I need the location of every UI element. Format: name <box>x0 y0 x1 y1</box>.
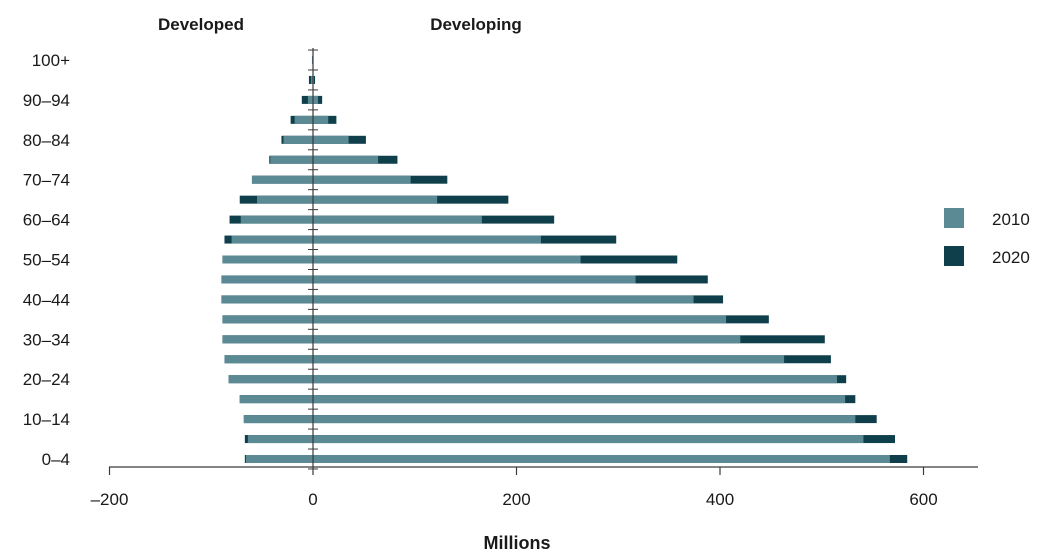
bar-developed-2010-9 <box>221 275 313 284</box>
bar-developing-2010-14 <box>313 175 411 184</box>
bar-developed-2010-11 <box>231 235 313 244</box>
bar-developing-2020-19 <box>313 75 316 84</box>
y-tick-label: 60–64 <box>23 211 70 230</box>
bar-developing-2010-4 <box>313 375 838 384</box>
y-tick-label: 70–74 <box>23 171 70 190</box>
bar-developing-2010-0 <box>313 455 890 463</box>
bar-developed-2010-17 <box>294 115 313 124</box>
bar-developed-2010-13 <box>257 195 313 204</box>
y-tick-label: 20–24 <box>23 370 70 389</box>
bar-developed-2010-10 <box>222 255 313 264</box>
developing-label: Developing <box>430 15 522 34</box>
axes-group <box>108 48 978 475</box>
bar-developed-2010-3 <box>239 395 313 404</box>
bar-developed-2010-2 <box>243 415 313 424</box>
bar-developing-2010-13 <box>313 195 438 204</box>
bar-developed-2010-7 <box>222 315 313 324</box>
bar-developed-2010-8 <box>221 295 313 304</box>
y-tick-label: 100+ <box>32 51 70 70</box>
bar-developed-2010-6 <box>222 335 313 344</box>
bar-developing-2010-2 <box>313 415 856 424</box>
bar-developing-2010-7 <box>313 315 727 324</box>
y-tick-label: 90–94 <box>23 91 70 110</box>
y-tick-label: 80–84 <box>23 131 70 150</box>
bar-developing-2010-5 <box>313 355 785 364</box>
bar-developed-2010-5 <box>224 355 313 364</box>
y-tick-label: 0–4 <box>42 450 70 469</box>
x-tick-label: 600 <box>909 490 937 509</box>
bar-developed-2010-4 <box>228 375 313 384</box>
y-tick-label: 30–34 <box>23 330 70 349</box>
bar-developing-2010-1 <box>313 435 864 444</box>
y-tick-label: 10–14 <box>23 410 70 429</box>
bar-developing-2010-9 <box>313 275 636 284</box>
bar-developed-2010-1 <box>247 435 313 444</box>
x-tick-label: –200 <box>91 490 129 509</box>
bar-developing-2010-18 <box>313 95 319 104</box>
bar-developed-2010-18 <box>307 95 313 104</box>
x-tick-label: 400 <box>706 490 734 509</box>
bar-developed-2010-14 <box>251 175 313 184</box>
bar-developed-2010-12 <box>240 215 313 224</box>
legend-label-2020: 2020 <box>992 248 1030 267</box>
bar-developing-2010-10 <box>313 255 581 264</box>
legend-label-2010: 2010 <box>992 210 1030 229</box>
x-axis-title: Millions <box>484 533 551 553</box>
bars-group <box>221 56 908 463</box>
x-tick-label: 0 <box>308 490 317 509</box>
bar-developed-2020-18 <box>301 95 313 104</box>
bar-developing-2010-8 <box>313 295 694 304</box>
x-tick-labels: –200 0 200 400 600 <box>91 490 938 509</box>
bar-developing-2010-16 <box>313 135 349 144</box>
bar-developed-2010-19 <box>310 75 313 84</box>
bar-developing-2010-11 <box>313 235 541 244</box>
legend-swatch-2010 <box>944 208 964 228</box>
y-tick-labels: 0–4 10–14 20–24 30–34 40–44 50–54 60–64 70–74 80… <box>23 51 70 469</box>
legend: 2010 2020 <box>944 208 1030 267</box>
bar-developing-2010-17 <box>313 115 329 124</box>
x-tick-label: 200 <box>502 490 530 509</box>
bar-developed-2010-15 <box>270 155 313 164</box>
y-tick-label: 50–54 <box>23 251 70 270</box>
bar-developed-2010-16 <box>283 135 313 144</box>
y-tick-label: 40–44 <box>23 290 70 309</box>
bar-developed-2010-0 <box>245 455 313 463</box>
legend-swatch-2020 <box>944 246 964 266</box>
developed-label: Developed <box>158 15 244 34</box>
bar-developing-2010-6 <box>313 335 741 344</box>
bar-developing-2010-15 <box>313 155 379 164</box>
bar-developing-2010-3 <box>313 395 846 404</box>
bar-developing-2010-12 <box>313 215 482 224</box>
